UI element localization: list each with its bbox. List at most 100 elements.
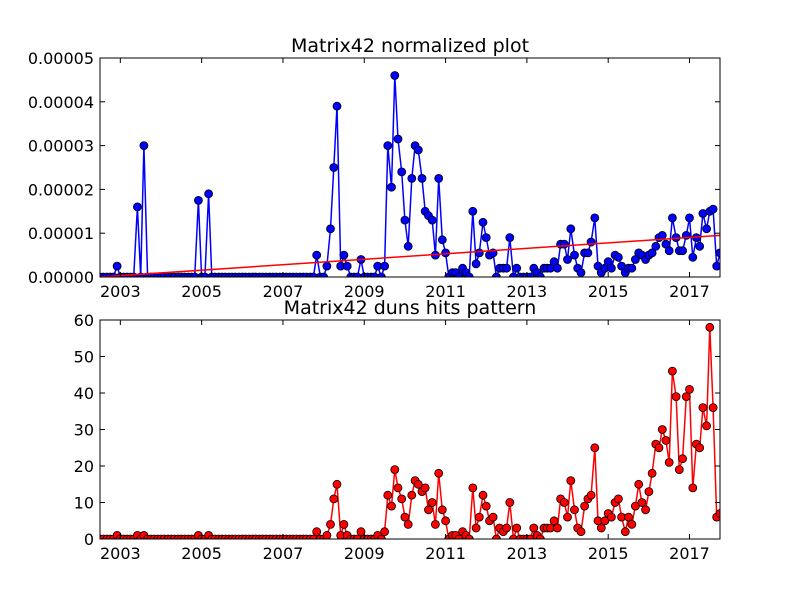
data-point — [380, 261, 390, 271]
data-point — [424, 505, 433, 515]
data-point — [563, 512, 572, 522]
data-point — [712, 261, 720, 271]
data-point — [397, 494, 407, 504]
data-point — [590, 213, 600, 223]
data-point — [705, 322, 715, 332]
data-point — [454, 272, 464, 277]
x-tick-label: 2009 — [344, 282, 385, 301]
data-point — [309, 272, 318, 277]
x-tick-label: 2009 — [344, 544, 385, 563]
x-tick-label: 2011 — [425, 544, 466, 563]
data-point — [200, 272, 210, 277]
x-tick-label: 2013 — [507, 544, 548, 563]
data-point — [505, 233, 515, 243]
data-point — [627, 520, 637, 529]
data-point — [596, 523, 606, 533]
data-point — [329, 163, 339, 172]
data-point — [708, 403, 718, 413]
x-tick-label: 2013 — [507, 282, 548, 301]
data-point — [380, 527, 390, 537]
data-point — [312, 250, 322, 260]
data-point — [674, 465, 684, 475]
data-point — [678, 454, 687, 464]
data-point — [417, 173, 427, 183]
data-point — [685, 213, 694, 223]
data-point — [474, 248, 484, 258]
data-point — [715, 509, 720, 518]
data-point — [400, 512, 410, 522]
data-point — [390, 71, 400, 80]
x-tick-label: 2017 — [669, 282, 710, 301]
data-point — [644, 487, 654, 497]
data-point — [681, 392, 691, 402]
data-point — [559, 239, 569, 249]
data-point — [505, 498, 515, 507]
data-point — [607, 263, 616, 273]
data-point — [553, 523, 562, 533]
data-point — [441, 516, 451, 526]
data-point — [529, 523, 539, 533]
x-tick-label: 2017 — [669, 544, 710, 563]
data-point — [312, 527, 322, 537]
data-point — [708, 204, 718, 214]
data-point — [525, 534, 535, 539]
x-tick-label: 2007 — [263, 282, 304, 301]
data-point — [614, 252, 623, 262]
data-point — [492, 534, 501, 539]
data-point — [319, 272, 328, 277]
data-point — [383, 490, 393, 500]
data-point — [668, 366, 677, 376]
data-point — [413, 479, 423, 489]
data-point — [339, 520, 349, 529]
data-point — [339, 250, 349, 260]
data-point — [566, 224, 576, 234]
data-point — [502, 523, 512, 533]
data-point — [576, 527, 586, 537]
data-point — [434, 173, 444, 183]
data-point — [353, 272, 362, 277]
data-point — [322, 261, 332, 271]
data-point — [112, 261, 122, 271]
data-point — [570, 505, 579, 515]
data-point — [132, 202, 142, 212]
data-point — [702, 421, 711, 431]
data-point — [647, 468, 657, 478]
data-point — [668, 213, 677, 223]
data-point — [332, 101, 342, 111]
series-line — [100, 327, 720, 539]
data-point — [641, 505, 650, 515]
data-point — [525, 272, 535, 277]
data-point — [430, 520, 440, 529]
data-point — [671, 392, 681, 402]
data-point — [583, 248, 593, 258]
data-point — [492, 272, 501, 277]
data-point — [383, 141, 393, 151]
data-point — [664, 457, 674, 467]
y-tick-label: 0.00005 — [28, 49, 94, 68]
data-point — [580, 501, 589, 511]
data-point — [620, 527, 630, 537]
data-point — [326, 224, 335, 234]
data-point — [190, 272, 200, 277]
x-tick-label: 2011 — [425, 282, 466, 301]
data-point — [437, 235, 447, 245]
y-tick-label: 0.00004 — [28, 93, 94, 112]
data-point — [600, 516, 610, 526]
data-point — [637, 498, 647, 507]
data-point — [478, 490, 488, 500]
data-point — [427, 498, 437, 507]
data-point — [464, 534, 474, 539]
data-point — [356, 527, 366, 537]
data-point — [390, 465, 400, 475]
data-point — [478, 217, 488, 227]
y-tick-label: 10 — [74, 494, 94, 513]
series-line — [100, 234, 720, 277]
data-point — [376, 272, 386, 277]
x-tick-label: 2015 — [588, 544, 629, 563]
data-point — [695, 241, 705, 251]
data-point — [661, 435, 671, 445]
data-point — [329, 494, 339, 504]
data-point — [624, 512, 633, 522]
data-point — [559, 498, 569, 507]
